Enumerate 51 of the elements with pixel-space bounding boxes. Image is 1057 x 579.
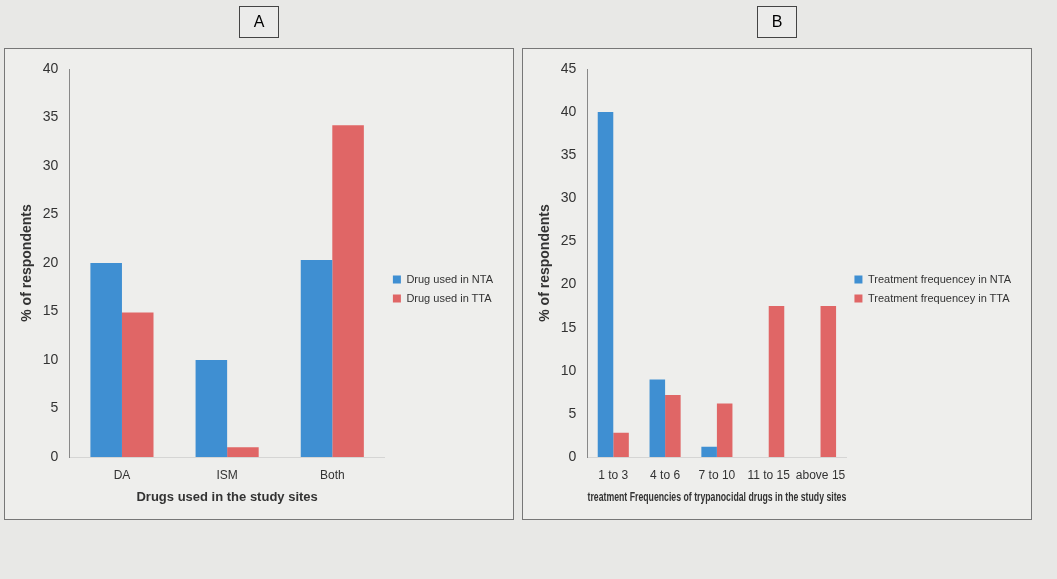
y-tick-label: 35 [42, 108, 59, 125]
bar [820, 306, 837, 457]
y-tick-label: 15 [42, 302, 59, 319]
y-tick-label: 40 [42, 59, 59, 76]
y-tick-label: 25 [560, 232, 577, 249]
y-tick-label: 0 [50, 447, 59, 464]
y-tick-label: 30 [42, 156, 59, 173]
legend-label: Drug used in NTA [406, 272, 494, 285]
bar [613, 432, 629, 457]
chart-title: A [238, 6, 280, 38]
y-tick-label: 5 [50, 399, 59, 416]
x-axis-title: treatment Frequencies of trypanocidal drugs in the study sites [587, 489, 847, 504]
bar [665, 394, 681, 457]
y-tick-label: 5 [568, 404, 577, 421]
x-tick-label: Both [319, 467, 345, 482]
y-tick-label: 40 [560, 102, 577, 119]
y-tick-label: 30 [560, 189, 577, 206]
bar [768, 306, 785, 457]
y-tick-label: 0 [568, 447, 577, 464]
bar [195, 360, 228, 457]
legend-label: Treatment frequencey in NTA [867, 272, 1012, 285]
y-tick-label: 20 [42, 253, 59, 270]
chart-title: B [756, 6, 798, 38]
y-tick-label: 15 [560, 318, 577, 335]
y-axis-title: % of respondents [18, 204, 35, 322]
y-tick-label: 20 [560, 275, 577, 292]
x-tick-label: 1 to 3 [598, 467, 629, 482]
bar [716, 403, 733, 457]
y-tick-label: 45 [560, 59, 577, 76]
x-tick-label: 4 to 6 [650, 467, 681, 482]
bar [300, 260, 333, 457]
x-tick-label: DA [113, 467, 131, 482]
x-tick-label: ISM [216, 467, 238, 482]
y-tick-label: 25 [42, 205, 59, 222]
y-tick-label: 35 [560, 146, 577, 163]
bar [332, 125, 364, 457]
x-axis-title: Drugs used in the study sites [136, 488, 318, 504]
legend-label: Treatment frequencey in TTA [867, 291, 1011, 304]
bar [121, 312, 154, 457]
bar [90, 263, 122, 457]
y-axis-title: % of respondents [536, 204, 553, 322]
x-tick-label: 11 to 15 [747, 467, 791, 482]
legend-label: Drug used in TTA [406, 291, 493, 304]
y-tick-label: 10 [560, 361, 577, 378]
x-tick-label: 7 to 10 [698, 467, 736, 482]
bar [649, 379, 666, 457]
bar [597, 112, 614, 457]
bar [227, 447, 259, 457]
bar [701, 446, 717, 457]
y-tick-label: 10 [42, 350, 59, 367]
x-tick-label: above 15 [795, 467, 846, 482]
